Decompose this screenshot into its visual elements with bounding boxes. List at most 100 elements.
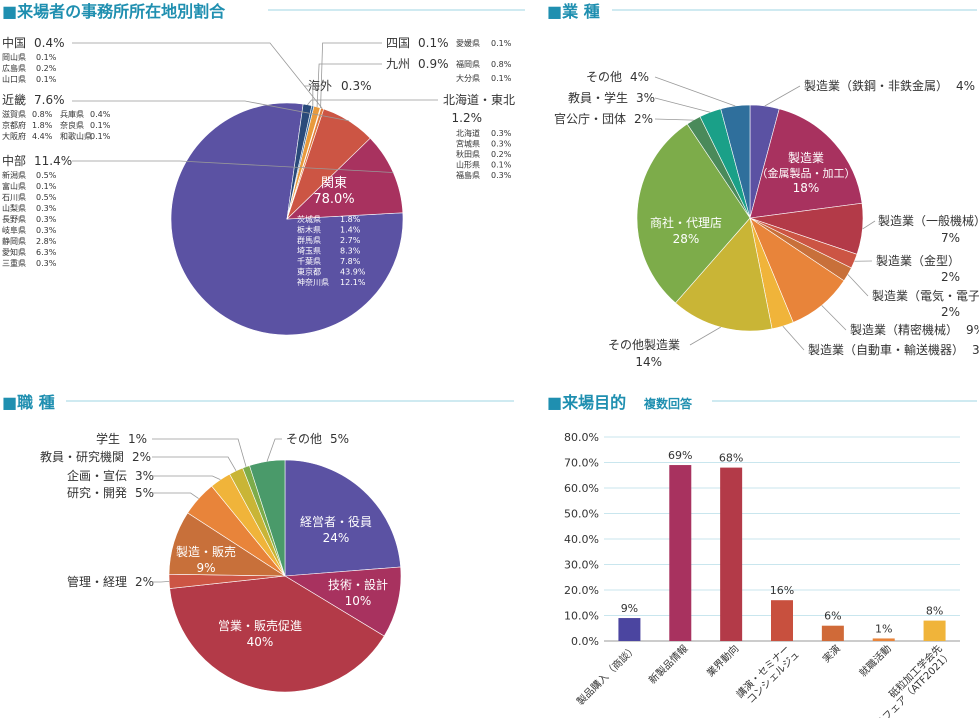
y-tick-label: 60.0% [564,482,599,495]
breakdown-name: 三重県 [2,258,26,268]
breakdown-name: 福岡県 [456,60,480,69]
job-labels: 経営者・役員 24% 技術・設計 10% 営業・販売促進 40% 製造・販売 9% 学生 1% 教員… [40,431,388,649]
section-header-job: ■職 種 [2,393,514,412]
bar [618,618,641,641]
job-label-value: 5% [135,486,154,500]
region-value: 0.4% [34,36,65,50]
breakdown-value: 0.3% [36,215,57,224]
breakdown-value: 4.4% [32,132,53,141]
breakdown-name: 石川県 [2,193,26,202]
job-label-text: 管理・経理 [67,574,127,589]
region-value: 1.2% [452,111,483,125]
breakdown-value: 7.8% [340,257,361,266]
bar [872,638,895,641]
breakdown-value: 0.3% [491,140,512,149]
industry-label-value: 4% [630,70,649,84]
region-value: 7.6% [34,93,65,107]
breakdown-value: 0.3% [491,129,512,138]
job-label: 学生 1% [96,431,147,446]
breakdown-value: 0.1% [36,182,57,191]
breakdown-name: 岡山県 [2,52,26,62]
breakdown-value: 6.3% [36,248,57,257]
breakdown-name: 神奈川県 [297,277,329,287]
category-label: 就職活動 [856,642,893,679]
section-title-region: ■来場者の事務所所在地別割合 [2,2,226,21]
industry-label: 製造業（電気・電子） [872,288,979,303]
breakdown-value: 1.8% [340,215,361,224]
leader-line [304,85,314,106]
job-label-text: 企画・宣伝 [67,468,127,483]
job-label-text: 教員・研究機関 [40,449,124,464]
bar-value-label: 16% [770,584,794,597]
y-tick-label: 20.0% [564,584,599,597]
industry-label-value: 9% [966,323,979,337]
breakdown-name: 宮城県 [456,139,480,149]
job-label-value: 2% [132,450,151,464]
pie-slice [286,137,404,220]
leader-line [152,438,247,467]
region-label: 海外 [308,78,332,93]
industry-label: 製造業（金型） [876,253,960,268]
bar [669,465,692,641]
y-tick-label: 50.0% [564,508,599,521]
section-title-purpose: ■来場目的 [547,393,626,412]
breakdown-value: 0.3% [491,171,512,180]
breakdown-value: 1.8% [32,121,53,130]
industry-label-value: 14% [635,355,662,369]
industry-label: 製造業（一般機械） [878,213,979,228]
breakdown-value: 0.8% [32,110,53,119]
industry-label-text: 製造業（自動車・輸送機器） [808,342,964,357]
job-label: 管理・経理 2% [67,574,154,589]
breakdown-name: 東京都 [297,267,321,277]
breakdown-name: 京都府 [2,120,26,130]
breakdown-value: 0.1% [491,161,512,170]
slice-value: 78.0% [313,192,354,207]
category-label: 業界動向 [704,642,741,679]
slice-label: （金属製品・加工） [757,166,856,180]
breakdown-name: 新潟県 [2,170,26,180]
bar-value-label: 69% [668,449,692,462]
leader-line [320,42,382,108]
industry-label-text: 教員・学生 [568,90,628,105]
breakdown-name: 奈良県 [60,120,84,130]
y-tick-label: 30.0% [564,559,599,572]
breakdown-value: 0.8% [491,60,512,69]
breakdown-value: 0.1% [491,39,512,48]
section-title-job: ■職 種 [2,393,55,412]
breakdown-value: 0.3% [36,226,57,235]
breakdown-value: 0.1% [491,74,512,83]
slice-label: 製造・販売 [176,544,236,559]
job-label-value: 3% [135,469,154,483]
breakdown-value: 43.9% [340,268,366,277]
industry-label: その他 4% [586,70,649,84]
industry-label-value: 3% [636,91,655,105]
breakdown-name: 栃木県 [297,225,321,235]
pie-slice [249,459,286,577]
industry-label: 教員・学生 3% [568,90,655,105]
leader-line [821,305,847,331]
breakdown-name: 茨城県 [297,214,321,224]
breakdown-name: 大阪府 [2,131,26,141]
breakdown-name: 愛媛県 [456,38,480,48]
category-label: 実演 [820,642,843,665]
slice-value: 28% [673,232,700,246]
region-value: 0.9% [418,57,449,71]
leader-line [847,274,869,297]
region-label: 近畿 [2,93,26,107]
industry-label-value: 3% [972,343,979,357]
industry-label: その他製造業 [608,338,680,352]
breakdown-name: 福島県 [456,170,480,180]
leader-line [654,97,711,113]
slice-value: 40% [247,635,274,649]
leader-line [862,220,876,230]
job-label: 企画・宣伝 3% [67,468,154,483]
category-label: 新製品情報 [646,642,691,687]
leader-line [72,100,349,122]
industry-label-value: 7% [941,231,960,245]
breakdown-name: 山形県 [456,160,480,170]
job-label: 教員・研究機関 2% [40,449,151,464]
breakdown-value: 0.3% [36,259,57,268]
industry-label: 製造業（鉄鋼・非鉄金属） 4% [804,78,975,93]
